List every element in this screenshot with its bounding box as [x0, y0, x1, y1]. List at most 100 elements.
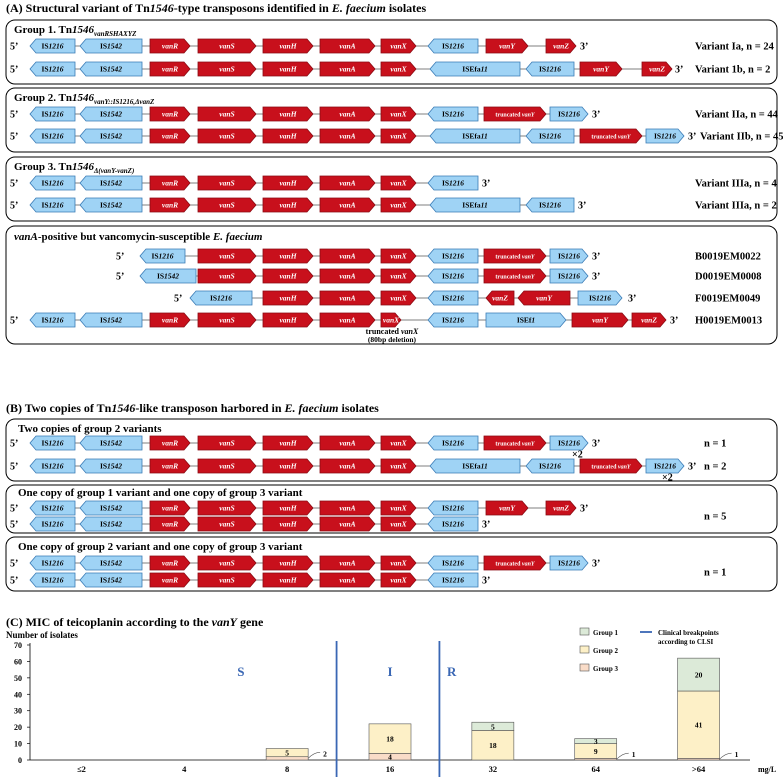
gene-vanR [149, 61, 191, 77]
gene-vanX [380, 516, 417, 532]
gene-label-IS1216: IS1216 [442, 559, 464, 568]
gene-label-IS1216: IS1216 [442, 42, 464, 51]
variant-ia-label: Variant Ia, n = 24 [695, 42, 775, 53]
five-prime-label: 5’ [10, 439, 18, 450]
gene-label-vanZ: vanZ [641, 316, 657, 325]
gene-ISEfa11 [429, 197, 521, 213]
gene-IS1216 [189, 290, 253, 306]
y-tick-label: 10 [14, 740, 22, 749]
gene-label-vanZ: vanZ [553, 42, 569, 51]
y-tick-label: 20 [14, 723, 22, 732]
five-prime-label: 5’ [10, 201, 18, 212]
gene-vanS [197, 572, 257, 588]
gene-vanA [319, 38, 376, 54]
gene-vanH [262, 516, 314, 532]
gene-label-IS1216: IS1216 [41, 576, 63, 585]
gene-label-vanZ: vanZ [553, 504, 569, 513]
gene-label-ISEfa11: ISEfa11 [462, 201, 487, 210]
gene-label-vanA: vanA [339, 316, 355, 325]
three-prime-label: 3’ [578, 201, 586, 212]
gene-vanX [380, 572, 417, 588]
gene-vanY [483, 268, 547, 284]
gene-IS1216 [29, 38, 76, 54]
gene-vanH [262, 128, 314, 144]
gene-label-vanX: vanX [390, 520, 407, 529]
gene-vanS [197, 555, 257, 571]
group2-panel [5, 87, 778, 153]
gene-label-vanH: vanH [279, 201, 297, 210]
gene-label-vanR: vanR [162, 65, 178, 74]
region-label-R: R [447, 664, 457, 679]
gene-vanY [483, 555, 547, 571]
gene-label-vanS: vanS [219, 201, 234, 210]
gene-IS1216 [549, 555, 589, 571]
variant-iiia-label-1: Variant IIIa, n = 4 [695, 179, 777, 190]
bar-group-2 [368, 723, 412, 754]
group1-title: Group 1. Tn1546vanRSHAXYZ [14, 24, 137, 38]
gene-label-IS1216: IS1216 [589, 294, 611, 303]
gene-vanX [380, 128, 417, 144]
gene-vanH [262, 175, 314, 191]
y-tick-label: 0 [18, 756, 22, 765]
group3-title: Group 3. Tn1546Δ(vanY-vanZ) [14, 161, 134, 175]
b-panel-3-title: One copy of group 2 variant and one copy… [18, 541, 303, 553]
y-tick-label: 30 [14, 707, 22, 716]
three-prime-label: 3’ [592, 110, 600, 121]
group1-panel [5, 19, 778, 85]
y-tick-label: 50 [14, 674, 22, 683]
gene-label-vanX: vanX [390, 42, 407, 51]
gene-vanA [319, 268, 376, 284]
three-prime-label: 3’ [675, 65, 683, 76]
x-axis-unit: mg/L [758, 765, 776, 774]
gene-label-IS1216: IS1216 [442, 439, 464, 448]
gene-ISEfa11 [429, 458, 521, 474]
gene-vanS [197, 500, 257, 516]
gene-vanA [319, 572, 376, 588]
gene-vanR [149, 458, 191, 474]
gene-IS1542 [79, 516, 143, 532]
legend-swatch [579, 627, 590, 636]
gene-label-IS1542: IS1542 [157, 272, 179, 281]
gene-label-vanH: vanH [279, 179, 297, 188]
gene-IS1216 [29, 435, 76, 451]
gene-label-vanX: vanX [390, 110, 407, 119]
gene-IS1216 [29, 61, 76, 77]
gene-vanH [262, 555, 314, 571]
gene-label-vanX: vanX [390, 462, 407, 471]
gene-label-vanR: vanR [162, 504, 178, 513]
three-prime-label: 3’ [592, 439, 600, 450]
gene-IS1542 [79, 61, 143, 77]
gene-vanY [483, 106, 547, 122]
b-row4-count: n = 1 [704, 568, 726, 579]
gene-label-vanH: vanH [279, 272, 297, 281]
gene-label-vanX: vanX [390, 504, 407, 513]
five-prime-label: 5’ [116, 272, 124, 283]
gene-vanH [262, 38, 314, 54]
gene-label-vanH: vanH [279, 504, 297, 513]
gene-label-vanS: vanS [219, 132, 234, 141]
gene-vanZ [485, 290, 515, 306]
gene-IS1216 [525, 128, 575, 144]
deletion-label: (80bp deletion) [368, 335, 417, 344]
five-prime-label: 5’ [116, 252, 124, 263]
gene-label-vanY: vanY [536, 294, 553, 303]
gene-label-IS1216: IS1216 [442, 272, 464, 281]
gene-vanS [197, 312, 257, 328]
gene-label-IS1216: IS1216 [41, 110, 63, 119]
gene-label-IS1216: IS1216 [41, 179, 63, 188]
bar-group-1 [574, 738, 618, 744]
gene-label-vanX: vanX [390, 559, 407, 568]
gene-vanX [380, 106, 417, 122]
three-prime-label: 3’ [592, 252, 600, 263]
gene-IS1216 [549, 248, 589, 264]
three-prime-label: 3’ [688, 132, 696, 143]
gene-label-vanA: vanA [339, 65, 355, 74]
three-prime-label: 3’ [580, 42, 588, 53]
gene-IS1216 [549, 435, 589, 451]
gene-label-vanA: vanA [339, 272, 355, 281]
gene-label-ISEf1: ISEf1 [517, 316, 535, 325]
gene-IS1542 [139, 268, 197, 284]
gene-IS1216 [427, 572, 479, 588]
gene-label-vanX: vanX [390, 439, 407, 448]
gene-IS1216 [29, 458, 76, 474]
